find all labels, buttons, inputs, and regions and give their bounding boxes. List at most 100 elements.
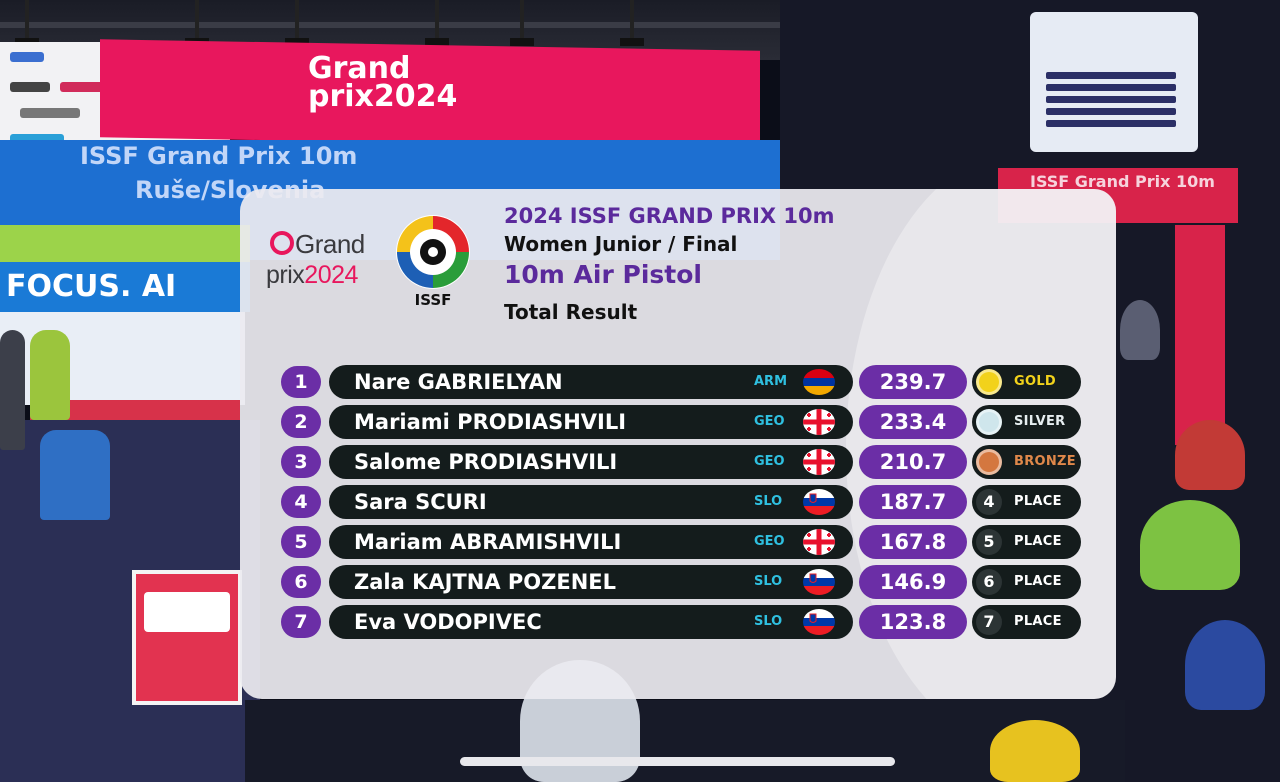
gold-medal-icon <box>976 369 1002 395</box>
results-list: 1 Nare GABRIELYAN ARM 239.7 GOLD 2 Mariami PRO… <box>281 365 1081 645</box>
country-code: SLO <box>754 614 783 629</box>
grand-prix-logo: Grand prix2024 <box>266 229 365 289</box>
section-title: Total Result <box>504 300 638 324</box>
issf-label: ISSF <box>414 291 452 309</box>
rank-badge: 4 <box>281 486 321 518</box>
spectator <box>0 330 25 450</box>
rank-badge: 2 <box>281 406 321 438</box>
total-score: 167.8 <box>859 525 967 559</box>
result-row: 7 Eva VODOPIVEC SLO 123.8 7 PLACE <box>281 605 1081 645</box>
result-row: 6 Zala KAJTNA POZENEL SLO 146.9 6 PLACE <box>281 565 1081 605</box>
place-bar: 4 PLACE <box>972 485 1081 519</box>
rank-badge: 6 <box>281 566 321 598</box>
athlete-bar: Sara SCURI SLO <box>329 485 853 519</box>
rank-badge: 1 <box>281 366 321 398</box>
place-bar: SILVER <box>972 405 1081 439</box>
georgia-flag-icon <box>803 529 835 555</box>
spectator <box>1120 300 1160 360</box>
athlete-name: Salome PRODIASHVILI <box>354 450 618 474</box>
competition-title: 2024 ISSF GRAND PRIX 10m <box>504 204 835 228</box>
country-code: GEO <box>754 414 785 429</box>
place-label: PLACE <box>1014 494 1062 509</box>
country-code: GEO <box>754 454 785 469</box>
country-code: GEO <box>754 534 785 549</box>
total-score: 233.4 <box>859 405 967 439</box>
stage-light <box>620 0 644 46</box>
place-label: SILVER <box>1014 414 1066 429</box>
slovenia-flag-icon <box>803 489 835 515</box>
athlete-bar: Eva VODOPIVEC SLO <box>329 605 853 639</box>
spectator <box>40 430 110 520</box>
georgia-flag-icon <box>803 449 835 475</box>
place-bar: 7 PLACE <box>972 605 1081 639</box>
rank-badge: 7 <box>281 606 321 638</box>
place-number: 4 <box>976 489 1002 515</box>
spectator <box>1140 500 1240 590</box>
place-bar: GOLD <box>972 365 1081 399</box>
athlete-name: Mariami PRODIASHVILI <box>354 410 627 434</box>
place-bar: BRONZE <box>972 445 1081 479</box>
athlete-bar: Mariam ABRAMISHVILI GEO <box>329 525 853 559</box>
slovenia-flag-icon <box>803 609 835 635</box>
place-number: 5 <box>976 529 1002 555</box>
event-header: 2024 ISSF GRAND PRIX 10m Women Junior / … <box>504 203 835 333</box>
athlete-name: Zala KAJTNA POZENEL <box>354 570 616 594</box>
stage-light <box>185 0 209 46</box>
bronze-medal-icon <box>976 449 1002 475</box>
stage-light <box>15 0 39 46</box>
athlete-bar: Salome PRODIASHVILI GEO <box>329 445 853 479</box>
grand-prix-g-icon <box>270 231 294 255</box>
result-row: 1 Nare GABRIELYAN ARM 239.7 GOLD <box>281 365 1081 405</box>
target-row <box>0 225 250 265</box>
issf-target-icon <box>396 215 470 289</box>
issf-logo: ISSF <box>394 213 472 311</box>
athlete-bar: Mariami PRODIASHVILI GEO <box>329 405 853 439</box>
spectator <box>30 330 70 420</box>
total-score: 239.7 <box>859 365 967 399</box>
place-number: 7 <box>976 609 1002 635</box>
athlete-bar: Nare GABRIELYAN ARM <box>329 365 853 399</box>
lighting-truss <box>0 22 1000 28</box>
athlete-name: Eva VODOPIVEC <box>354 610 542 634</box>
stage-light <box>510 0 534 46</box>
armenia-flag-icon <box>803 369 835 395</box>
result-row: 5 Mariam ABRAMISHVILI GEO 167.8 5 PLACE <box>281 525 1081 565</box>
place-bar: 5 PLACE <box>972 525 1081 559</box>
slovenia-flag-icon <box>803 569 835 595</box>
front-row-spectators <box>245 700 1125 782</box>
wall-banner-text: ISSF Grand Prix 10m <box>80 142 358 170</box>
discipline-title: 10m Air Pistol <box>504 260 702 289</box>
spectator <box>1185 620 1265 710</box>
place-label: BRONZE <box>1014 454 1076 469</box>
banner-logo: Grand prix2024 <box>308 51 458 114</box>
country-code: SLO <box>754 574 783 589</box>
athlete-name: Mariam ABRAMISHVILI <box>354 530 622 554</box>
athlete-name: Nare GABRIELYAN <box>354 370 563 394</box>
results-card: Grand prix2024 ISSF 2024 ISSF GRAND PRIX… <box>240 189 1116 699</box>
place-label: PLACE <box>1014 574 1062 589</box>
georgia-flag-icon <box>803 409 835 435</box>
total-score: 146.9 <box>859 565 967 599</box>
spectator <box>1175 420 1245 490</box>
rank-badge: 5 <box>281 526 321 558</box>
silver-medal-icon <box>976 409 1002 435</box>
place-bar: 6 PLACE <box>972 565 1081 599</box>
result-row: 3 Salome PRODIASHVILI GEO 210.7 BRONZE <box>281 445 1081 485</box>
place-label: PLACE <box>1014 614 1062 629</box>
country-code: ARM <box>754 374 788 389</box>
event-category: Women Junior / Final <box>504 232 738 256</box>
stage-light <box>425 0 449 46</box>
focus-banner: FOCUS. AI <box>0 262 250 312</box>
place-label: PLACE <box>1014 534 1062 549</box>
place-label: GOLD <box>1014 374 1056 389</box>
stage-light <box>285 0 309 46</box>
rank-badge: 3 <box>281 446 321 478</box>
athlete-bar: Zala KAJTNA POZENEL SLO <box>329 565 853 599</box>
total-score: 123.8 <box>859 605 967 639</box>
country-code: SLO <box>754 494 783 509</box>
total-score: 210.7 <box>859 445 967 479</box>
spectator <box>990 720 1080 782</box>
total-score: 187.7 <box>859 485 967 519</box>
home-indicator[interactable] <box>460 757 895 766</box>
place-number: 6 <box>976 569 1002 595</box>
